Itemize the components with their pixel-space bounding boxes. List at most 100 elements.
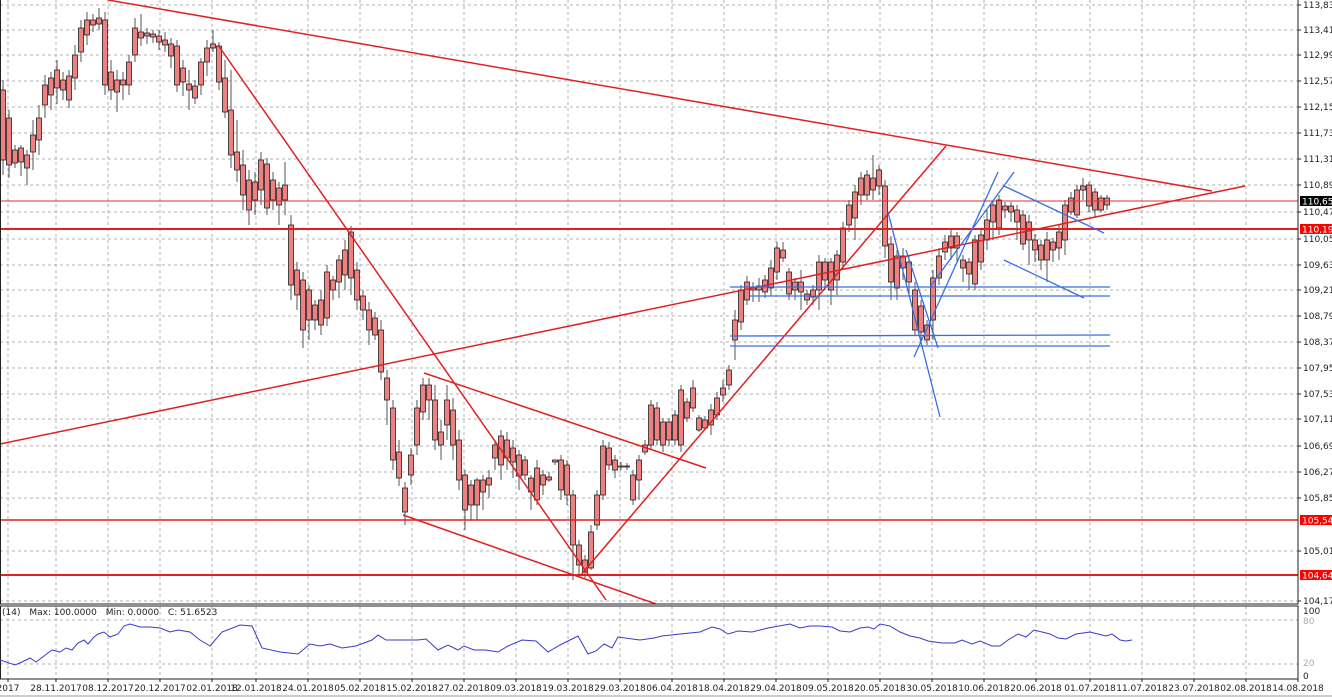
candle-body	[672, 414, 678, 441]
main-plot[interactable]	[0, 0, 1298, 604]
red-trendline	[423, 372, 707, 469]
candle-body	[96, 17, 102, 25]
candle-body	[978, 234, 984, 263]
candle-body	[1008, 205, 1014, 213]
candle-body	[252, 181, 258, 201]
indicator-min: Min: 0.0000	[105, 608, 160, 618]
candle-body	[822, 261, 828, 281]
price-marker-bg	[1300, 224, 1332, 234]
candle-body	[156, 35, 162, 43]
candle-body	[390, 407, 396, 461]
candle-body	[330, 279, 336, 291]
price-label: 105,855	[1303, 494, 1332, 504]
candle-body	[108, 71, 114, 91]
candle-body	[318, 299, 324, 326]
price-label: 110,895	[1303, 181, 1332, 191]
price-label: 104,175	[1303, 597, 1332, 607]
indicator-frame	[0, 605, 1299, 680]
candle-body	[834, 254, 840, 281]
candle-body	[438, 431, 444, 446]
candle-body	[258, 159, 264, 191]
date-label: 20.05.2018	[854, 684, 906, 694]
candle-body	[228, 109, 234, 156]
candle-body	[204, 47, 210, 63]
candle-body	[546, 476, 552, 481]
candle-body	[726, 369, 732, 386]
candle-body	[150, 33, 156, 38]
blue-trendline	[929, 171, 1015, 288]
candle-body	[384, 377, 390, 401]
candle-body	[954, 235, 960, 249]
candle-body	[660, 421, 666, 446]
candle-body	[72, 54, 78, 79]
candle-body	[210, 43, 216, 49]
blue-trendline	[1003, 185, 1105, 234]
candle-body	[636, 459, 642, 481]
candle-body	[162, 39, 168, 46]
candle-body	[414, 407, 420, 446]
candle-body	[738, 289, 744, 323]
candle-body	[780, 249, 786, 259]
candle-body	[870, 177, 876, 191]
price-label: 112,995	[1303, 51, 1332, 61]
price-label: 106,695	[1303, 442, 1332, 452]
date-label: 20.06.2018	[1010, 684, 1062, 694]
candle-body	[180, 67, 186, 83]
candle-body	[348, 231, 354, 279]
candle-body	[486, 477, 492, 486]
red-trendline	[0, 185, 1246, 445]
price-label: 111,735	[1303, 129, 1332, 139]
red-trendline	[107, 0, 1213, 192]
candle-body	[960, 259, 966, 269]
price-label: 109,635	[1303, 261, 1332, 271]
candle-body	[378, 329, 384, 373]
date-label: 2017	[0, 684, 19, 694]
date-label: 02.01.2018	[186, 684, 238, 694]
candle-body	[882, 185, 888, 247]
candle-body	[78, 27, 84, 53]
price-label: 109,215	[1303, 286, 1332, 296]
blue-trendline	[729, 334, 1111, 337]
candle-body	[624, 465, 630, 468]
candle-body	[630, 474, 636, 501]
candle-body	[60, 79, 66, 91]
indicator-scale-label: 100	[1303, 607, 1320, 617]
candle-body	[90, 19, 96, 26]
candle-body	[696, 417, 702, 431]
date-label: 19.03.2018	[542, 684, 594, 694]
candle-body	[942, 241, 948, 253]
candle-body	[408, 454, 414, 476]
candle-body	[840, 227, 846, 263]
candle-body	[282, 184, 288, 201]
candle-body	[120, 79, 126, 86]
candle-body	[360, 295, 366, 311]
indicator-max: Max: 100.0000	[29, 608, 97, 618]
candle-body	[138, 31, 144, 39]
candle-body	[222, 77, 228, 113]
candle-body	[246, 179, 252, 211]
candle-body	[810, 289, 816, 298]
price-label: 113,415	[1303, 26, 1332, 36]
candle-body	[324, 271, 330, 319]
candle-body	[474, 479, 480, 506]
candle-body	[1098, 197, 1104, 211]
candle-body	[996, 199, 1002, 229]
candle-body	[450, 409, 456, 446]
candle-body	[234, 151, 240, 171]
blue-trendline	[905, 249, 939, 349]
indicator-scale-label: 80	[1303, 617, 1315, 627]
price-label: 105,015	[1303, 547, 1332, 557]
candle-body	[792, 281, 798, 291]
candle-body	[312, 304, 318, 321]
price-label: 107,535	[1303, 390, 1332, 400]
candle-body	[1002, 205, 1008, 211]
candle-body	[510, 447, 516, 463]
candle-body	[1014, 209, 1020, 223]
candle-body	[1068, 197, 1074, 213]
candle-body	[744, 281, 750, 301]
main-plot-frame	[0, 0, 1299, 605]
candle-body	[492, 444, 498, 459]
candle-body	[558, 459, 564, 491]
date-label: 02.08.2018	[1220, 684, 1272, 694]
